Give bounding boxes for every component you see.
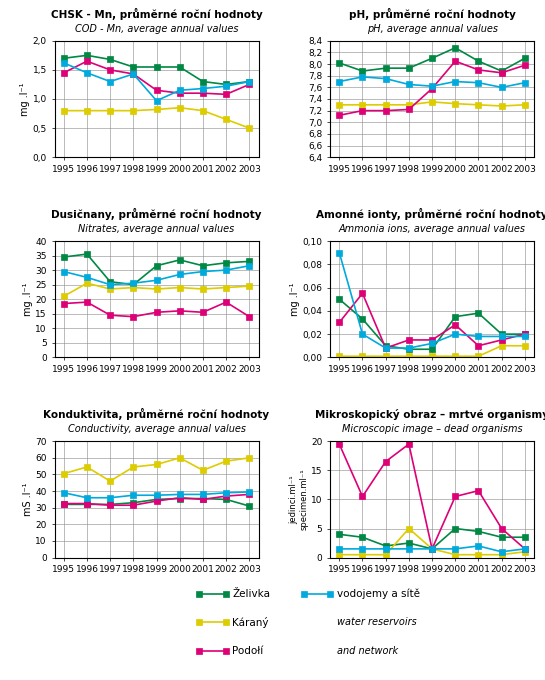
Text: vodojemy a sítě: vodojemy a sítě — [337, 588, 420, 599]
Text: pH, průměrné roční hodnoty: pH, průměrné roční hodnoty — [349, 7, 516, 20]
Text: Podołí: Podołí — [232, 646, 263, 656]
Text: pH, average annual values: pH, average annual values — [367, 24, 498, 34]
Text: Amonné ionty, průměrné roční hodnoty: Amonné ionty, průměrné roční hodnoty — [316, 208, 545, 220]
Text: Mikroskopický obraz – mrtvé organismy: Mikroskopický obraz – mrtvé organismy — [315, 409, 545, 420]
Text: Ammonia ions, average annual values: Ammonia ions, average annual values — [338, 224, 525, 234]
Y-axis label: jedinci.ml⁻¹
specimen.ml⁻¹: jedinci.ml⁻¹ specimen.ml⁻¹ — [289, 469, 308, 530]
Text: COD - Mn, average annual values: COD - Mn, average annual values — [75, 24, 238, 34]
Text: Želivka: Želivka — [232, 589, 270, 598]
Text: and network: and network — [337, 646, 398, 656]
Y-axis label: mS .l⁻¹: mS .l⁻¹ — [22, 483, 33, 516]
Text: water reservoirs: water reservoirs — [337, 617, 416, 627]
Text: Dusičnany, průměrné roční hodnoty: Dusičnany, průměrné roční hodnoty — [51, 208, 262, 220]
Text: Konduktivita, průměrné roční hodnoty: Konduktivita, průměrné roční hodnoty — [44, 408, 270, 420]
Y-axis label: mg .l⁻¹: mg .l⁻¹ — [289, 282, 300, 316]
Text: Microscopic image – dead organisms: Microscopic image – dead organisms — [342, 424, 522, 435]
Text: Conductivity, average annual values: Conductivity, average annual values — [68, 424, 246, 435]
Text: CHSK - Mn, průměrné roční hodnoty: CHSK - Mn, průměrné roční hodnoty — [51, 7, 263, 20]
Y-axis label: mg .l⁻¹: mg .l⁻¹ — [22, 282, 33, 316]
Text: Káraný: Káraný — [232, 617, 269, 628]
Text: Nitrates, average annual values: Nitrates, average annual values — [78, 224, 235, 234]
Y-axis label: mg .l⁻¹: mg .l⁻¹ — [20, 82, 30, 116]
